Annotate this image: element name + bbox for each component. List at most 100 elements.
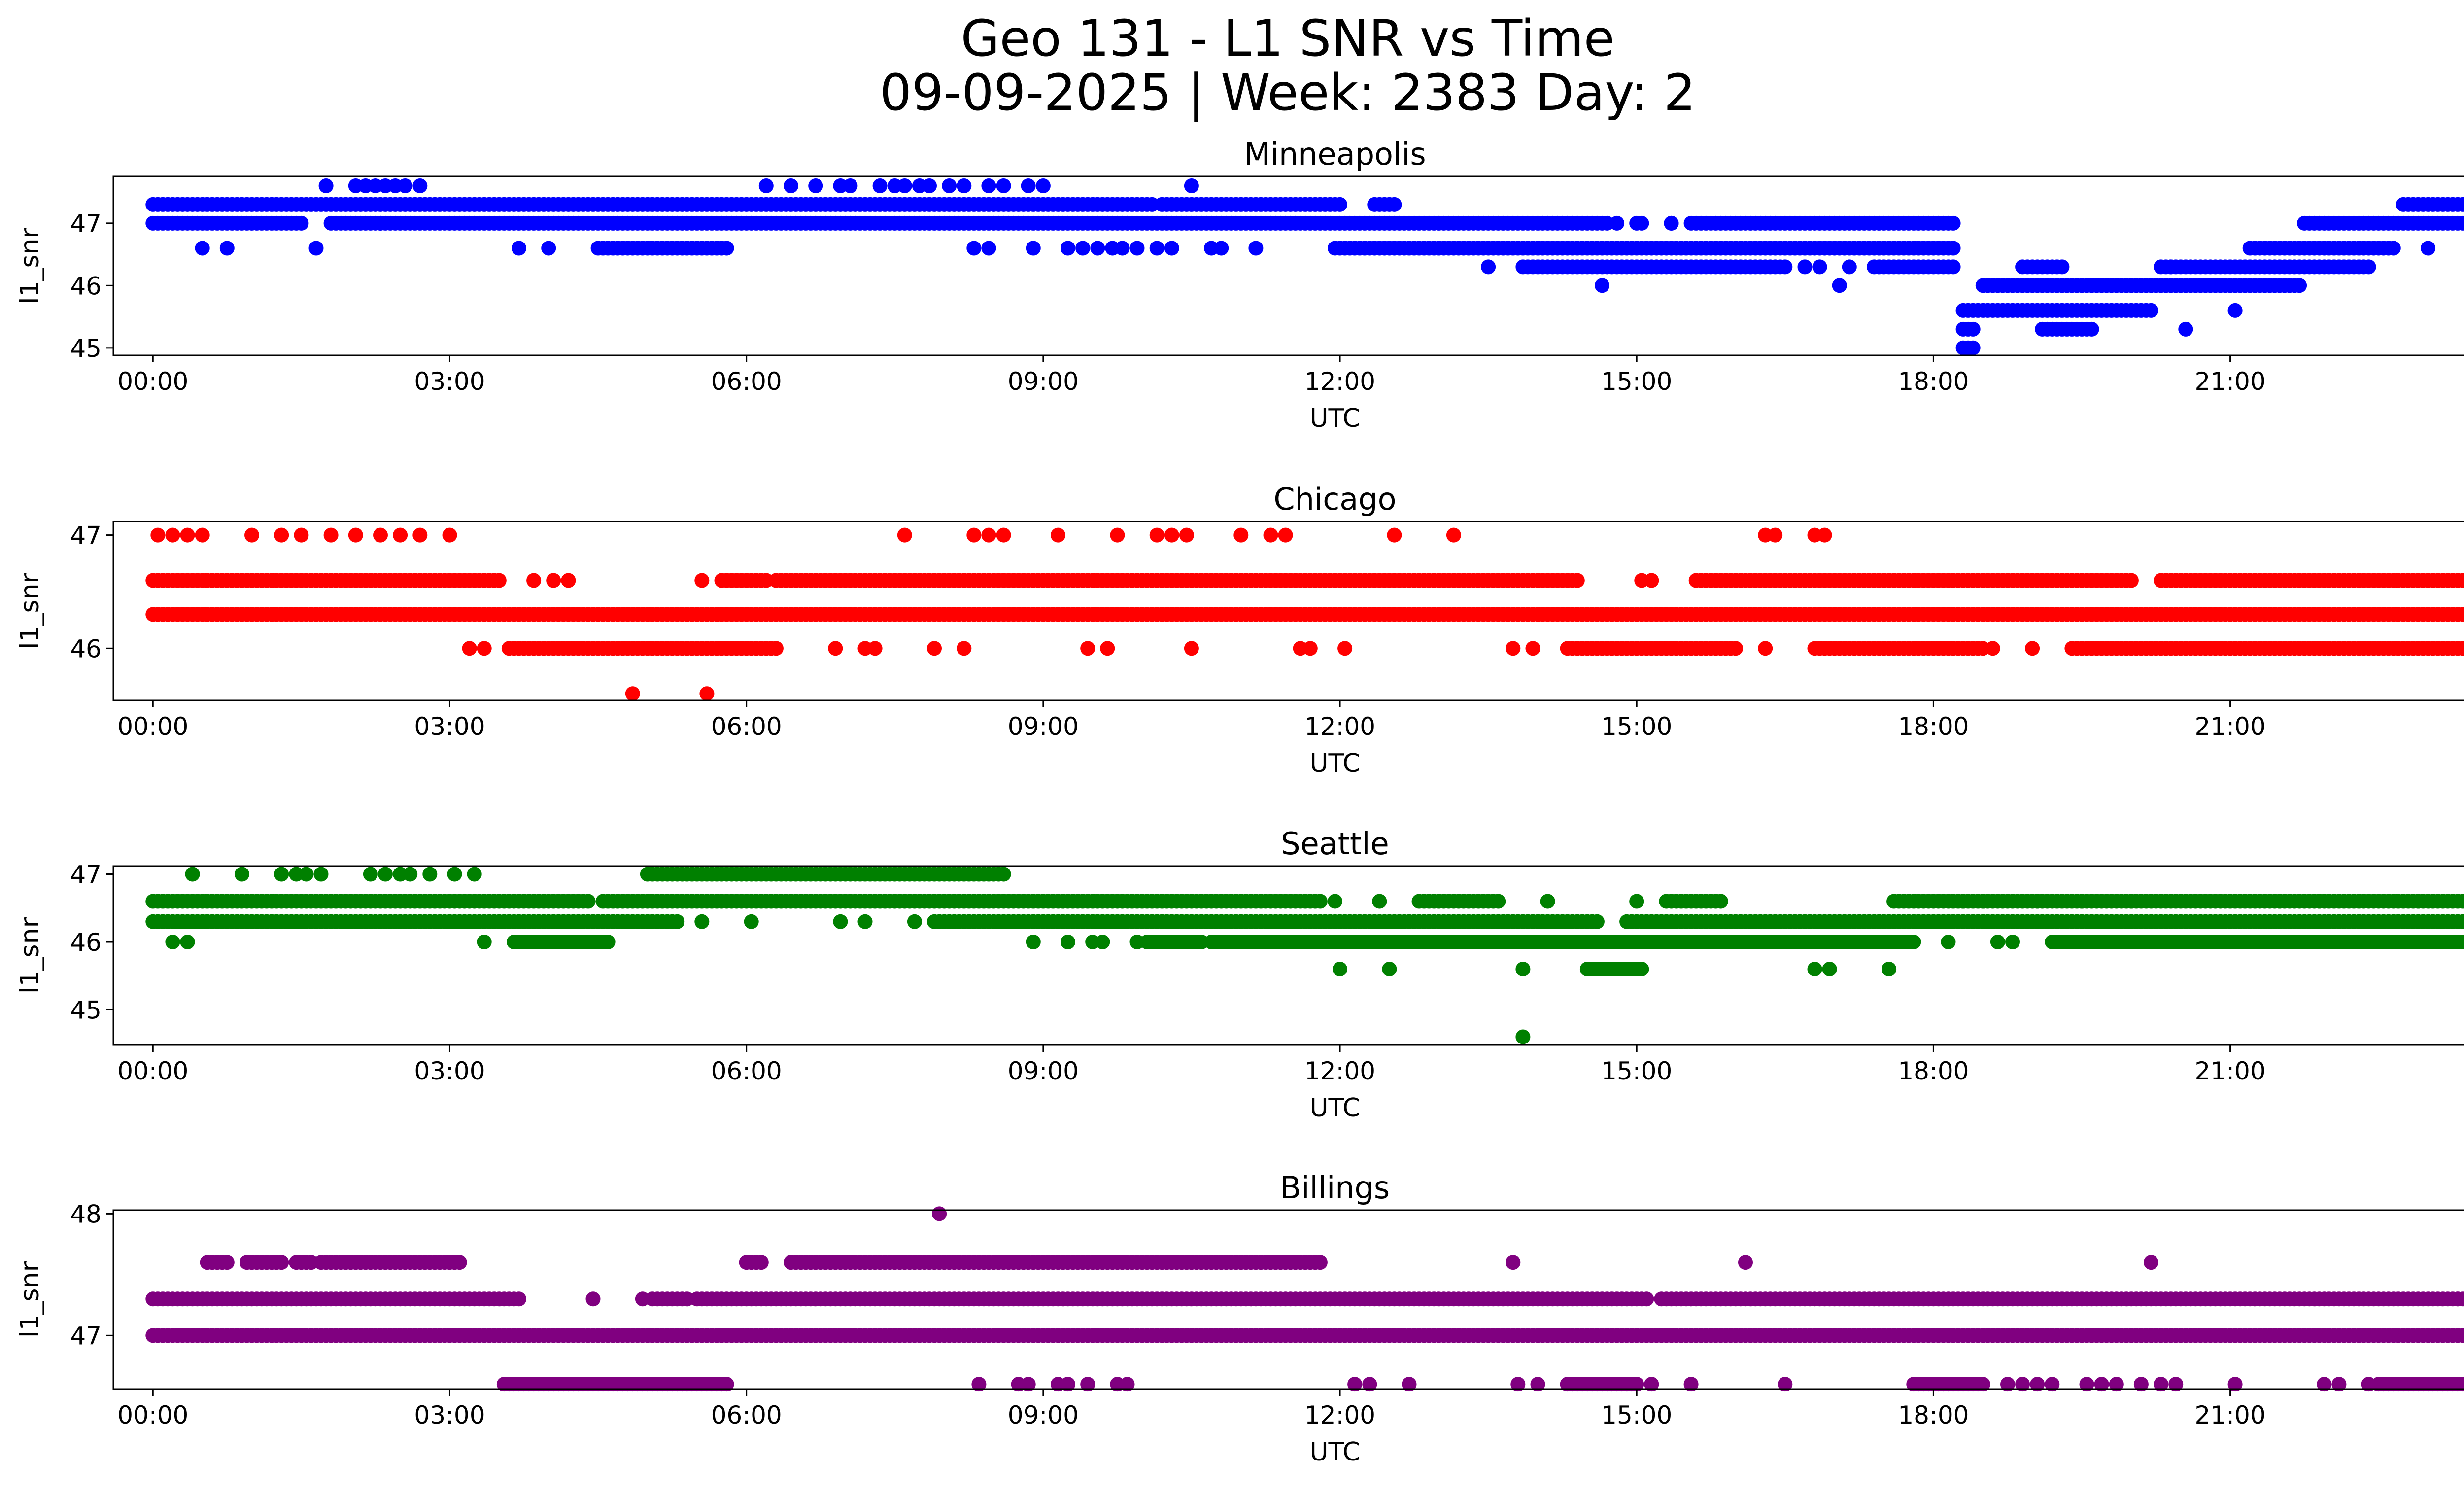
data-point (625, 686, 640, 701)
subplot-seattle: 00:00 03:00 06:00 09:00 12:00 15:00 18:00 21:00… (15, 826, 2464, 1123)
data-point (1481, 259, 1496, 275)
data-point (1333, 962, 1347, 976)
data-point (1946, 259, 1961, 275)
data-point (1164, 241, 1179, 256)
data-point (1515, 962, 1531, 976)
data-point (378, 867, 393, 882)
y-axis-label: l1_snr (15, 1261, 45, 1338)
data-point (2123, 894, 2139, 909)
data-point (185, 867, 200, 882)
data-point (1100, 641, 1115, 656)
data-point (957, 178, 972, 193)
data-point (195, 527, 210, 543)
data-point (1634, 215, 1649, 231)
data-point (1372, 894, 1387, 909)
data-point (323, 527, 339, 543)
data-point (1797, 259, 1813, 275)
x-tick-label: 09:00 (1008, 1057, 1079, 1085)
data-point (422, 867, 438, 882)
data-point (2178, 321, 2193, 337)
data-point (219, 241, 235, 256)
data-point (2460, 198, 2464, 211)
x-axis-label: UTC (1309, 404, 1360, 433)
subplot-title: Seattle (1281, 826, 1389, 862)
data-point (1248, 241, 1264, 256)
x-tick-label: 12:00 (1304, 712, 1375, 741)
data-point (1080, 641, 1095, 656)
data-point (1026, 935, 1041, 949)
data-point (1035, 178, 1051, 193)
x-tick-label: 00:00 (117, 367, 188, 396)
data-point (922, 178, 937, 193)
x-tick-label: 06:00 (711, 367, 782, 396)
data-point (1540, 894, 1555, 909)
data-point (452, 1255, 467, 1270)
data-point (1095, 935, 1110, 949)
data-point (2074, 894, 2089, 909)
data-point (1021, 178, 1036, 193)
data-point (1525, 641, 1540, 656)
data-point (1506, 1255, 1521, 1270)
data-point (244, 527, 259, 543)
y-axis-label: l1_snr (15, 572, 45, 649)
data-point (1506, 641, 1521, 656)
x-tick-label: 15:00 (1601, 1401, 1672, 1429)
data-point (1906, 935, 1921, 949)
data-point (897, 178, 912, 193)
data-point (670, 914, 685, 929)
y-tick-label: 46 (70, 634, 102, 663)
data-point (585, 1291, 601, 1307)
data-point (758, 178, 774, 193)
data-point (1312, 1255, 1328, 1270)
y-tick-label: 47 (70, 522, 102, 550)
data-point (2386, 241, 2401, 256)
data-point (1061, 241, 1075, 256)
y-tick-label: 45 (70, 996, 102, 1025)
data-point (2361, 259, 2376, 275)
data-point (2421, 241, 2436, 256)
data-point (2054, 259, 2070, 275)
data-point (1179, 527, 1194, 543)
data-point (2084, 321, 2099, 337)
data-point (393, 527, 408, 543)
x-axis-label: UTC (1309, 1437, 1360, 1467)
data-point (491, 573, 507, 588)
data-point (828, 641, 843, 656)
data-point (1985, 641, 2000, 656)
data-point (966, 527, 982, 543)
data-point (857, 914, 873, 929)
x-tick-label: 18:00 (1898, 712, 1969, 741)
data-point (1129, 935, 1145, 949)
data-point (462, 641, 477, 656)
data-point (2460, 216, 2464, 230)
data-point (694, 914, 710, 929)
subplot-billings: 00:00 03:00 06:00 09:00 12:00 15:00 18:00 21:00… (15, 1170, 2464, 1467)
data-point (2312, 894, 2327, 909)
data-point (299, 867, 314, 882)
x-tick-label: 09:00 (1008, 712, 1079, 741)
data-point (442, 527, 457, 543)
subplot-title: Chicago (1273, 481, 1396, 517)
data-point (234, 867, 249, 882)
y-tick-label: 48 (70, 1200, 102, 1228)
y-tick-label: 46 (70, 272, 102, 300)
data-point (981, 241, 996, 256)
data-point (477, 935, 492, 949)
data-point (412, 178, 428, 193)
data-point (363, 867, 378, 882)
x-tick-label: 00:00 (117, 1401, 188, 1429)
data-point (981, 527, 996, 543)
data-point (1184, 178, 1199, 193)
data-point (1946, 241, 1961, 256)
axes-frame (112, 865, 2464, 1046)
data-point (581, 894, 596, 909)
data-point (2460, 574, 2464, 587)
x-tick-label: 18:00 (1898, 1057, 1969, 1085)
data-point (784, 178, 798, 193)
data-point (635, 1291, 650, 1307)
data-point (1768, 527, 1783, 543)
data-point (1822, 962, 1837, 976)
data-point (2144, 1255, 2158, 1270)
data-point (867, 641, 883, 656)
